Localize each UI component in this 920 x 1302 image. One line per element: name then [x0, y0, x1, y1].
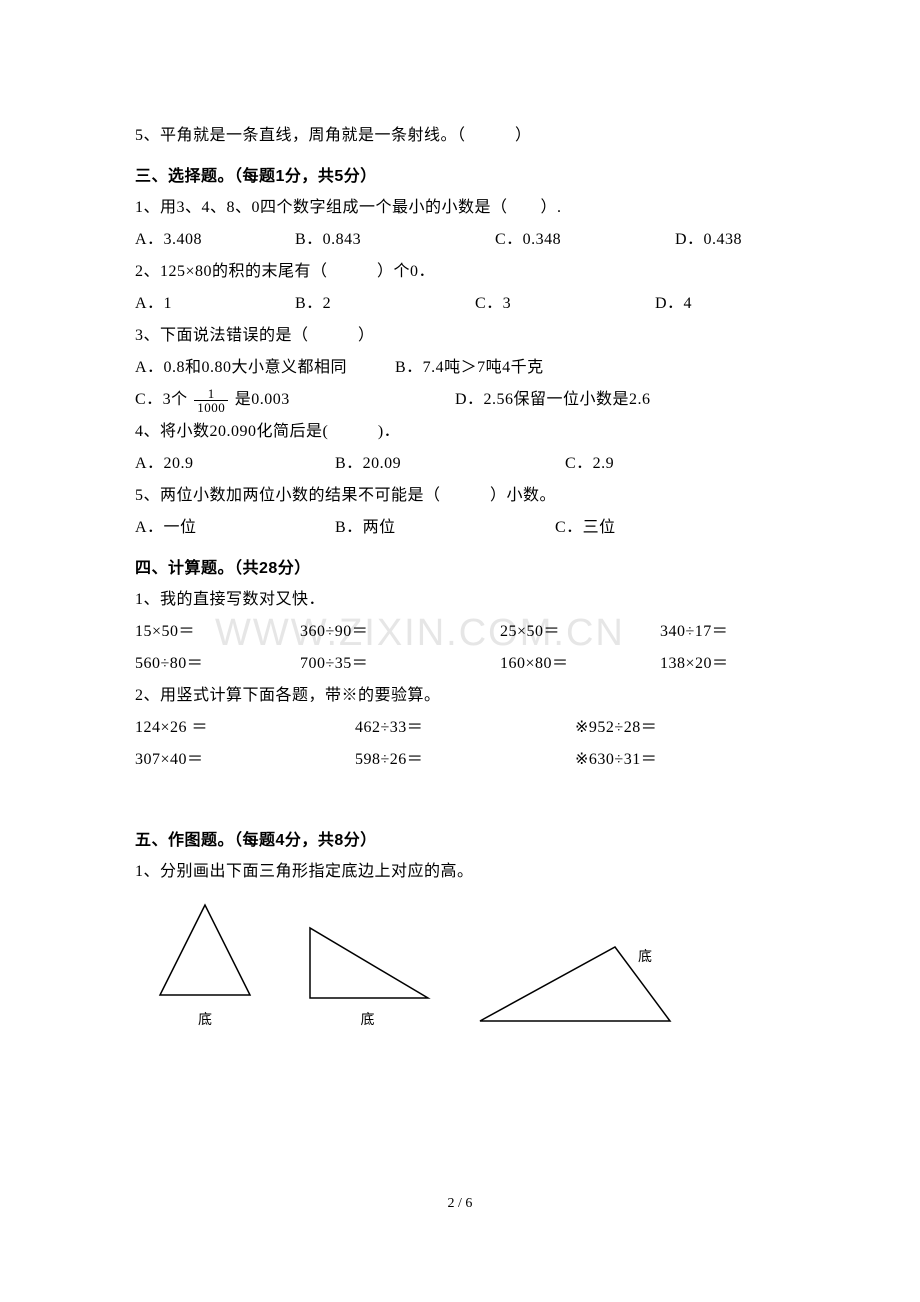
s3-q3-row2: C．3个 11000 是0.003 D．2.56保留一位小数是2.6: [135, 384, 785, 416]
s3-q3-c-post: 是0.003: [230, 391, 290, 408]
triangle-3-inline-label: 底: [638, 949, 652, 965]
s3-q2-opt-a: A．1: [135, 288, 295, 320]
s3-q1-opt-b: B．0.843: [295, 224, 495, 256]
s4-p2: 2、用竖式计算下面各题，带※的要验算。: [135, 680, 785, 712]
vert-1a: 124×26 ＝: [135, 712, 355, 744]
triangle-3: 底: [470, 939, 680, 1029]
s3-q1-opt-d: D．0.438: [675, 224, 742, 256]
vert-1c: ※952÷28＝: [575, 712, 657, 744]
page-number: 2 / 6: [0, 1196, 920, 1212]
s3-q3-c-pre: C．3个: [135, 391, 192, 408]
s4-p1: 1、我的直接写数对又快．: [135, 584, 785, 616]
section5-heading: 五、作图题。（每题4分，共8分）: [135, 826, 785, 850]
s3-q3-stem: 3、下面说法错误的是（ ）: [135, 320, 785, 352]
vert-2c: ※630÷31＝: [575, 744, 657, 776]
s3-q1-opt-c: C．0.348: [495, 224, 675, 256]
calc-1a: 15×50＝: [135, 616, 300, 648]
section3-heading: 三、选择题。（每题1分，共5分）: [135, 162, 785, 186]
s3-q2-opt-b: B．2: [295, 288, 475, 320]
triangle-2-label: 底: [300, 1009, 435, 1029]
s3-q4-opt-c: C．2.9: [565, 448, 614, 480]
s3-q2-options: A．1 B．2 C．3 D．4: [135, 288, 785, 320]
s3-q4-options: A．20.9 B．20.09 C．2.9: [135, 448, 785, 480]
s3-q3-row1: A．0.8和0.80大小意义都相同 B．7.4吨＞7吨4千克: [135, 352, 785, 384]
triangle-right-icon: [300, 920, 435, 1005]
fraction-1-1000: 11000: [194, 387, 228, 414]
triangle-1: 底: [145, 900, 265, 1029]
vert-2b: 598÷26＝: [355, 744, 575, 776]
s3-q5-opt-c: C．三位: [555, 512, 616, 544]
calc-2c: 160×80＝: [500, 648, 660, 680]
calc-2d: 138×20＝: [660, 648, 729, 680]
s3-q2-opt-c: C．3: [475, 288, 655, 320]
calc-1d: 340÷17＝: [660, 616, 728, 648]
s4-vert-row2: 307×40＝ 598÷26＝ ※630÷31＝: [135, 744, 785, 776]
s3-q4-opt-b: B．20.09: [335, 448, 565, 480]
s4-calc-row1: 15×50＝ 360÷90＝ 25×50＝ 340÷17＝: [135, 616, 785, 648]
section4-heading: 四、计算题。（共28分）: [135, 554, 785, 578]
frac-num: 1: [194, 387, 228, 401]
s3-q3-opt-b: B．7.4吨＞7吨4千克: [395, 352, 544, 384]
triangle-isoceles-icon: [145, 900, 265, 1005]
s3-q4-opt-a: A．20.9: [135, 448, 335, 480]
s3-q3-opt-d: D．2.56保留一位小数是2.6: [455, 384, 651, 416]
s5-p1: 1、分别画出下面三角形指定底边上对应的高。: [135, 856, 785, 888]
s3-q5-opt-b: B．两位: [335, 512, 555, 544]
s3-q5-options: A．一位 B．两位 C．三位: [135, 512, 785, 544]
calc-1c: 25×50＝: [500, 616, 660, 648]
vert-2a: 307×40＝: [135, 744, 355, 776]
s3-q1-options: A．3.408 B．0.843 C．0.348 D．0.438: [135, 224, 785, 256]
vert-1b: 462÷33＝: [355, 712, 575, 744]
section2-q5: 5、平角就是一条直线，周角就是一条射线。（ ）: [135, 120, 785, 152]
calc-2b: 700÷35＝: [300, 648, 500, 680]
s3-q3-opt-a: A．0.8和0.80大小意义都相同: [135, 352, 395, 384]
triangle-obtuse-icon: 底: [470, 939, 680, 1029]
s3-q5-stem: 5、两位小数加两位小数的结果不可能是（ ）小数。: [135, 480, 785, 512]
s3-q1-stem: 1、用3、4、8、0四个数字组成一个最小的小数是（ ）.: [135, 192, 785, 224]
triangle-figures: 底 底 底: [135, 900, 785, 1029]
s3-q2-stem: 2、125×80的积的末尾有（ ）个0．: [135, 256, 785, 288]
frac-den: 1000: [194, 401, 228, 414]
s4-calc-row2: 560÷80＝ 700÷35＝ 160×80＝ 138×20＝: [135, 648, 785, 680]
calc-2a: 560÷80＝: [135, 648, 300, 680]
s3-q2-opt-d: D．4: [655, 288, 692, 320]
s3-q3-opt-c: C．3个 11000 是0.003: [135, 384, 455, 416]
triangle-2: 底: [300, 920, 435, 1029]
s3-q1-opt-a: A．3.408: [135, 224, 295, 256]
triangle-1-label: 底: [145, 1009, 265, 1029]
s4-vert-row1: 124×26 ＝ 462÷33＝ ※952÷28＝: [135, 712, 785, 744]
s3-q4-stem: 4、将小数20.090化简后是( )．: [135, 416, 785, 448]
s3-q5-opt-a: A．一位: [135, 512, 335, 544]
calc-1b: 360÷90＝: [300, 616, 500, 648]
